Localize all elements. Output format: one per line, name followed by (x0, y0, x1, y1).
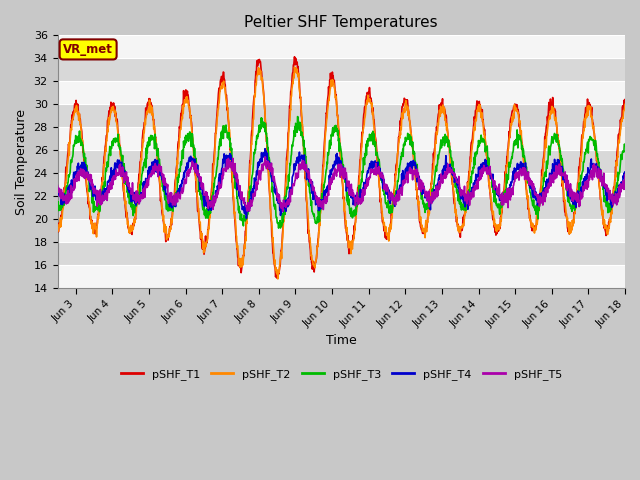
Bar (58, 36, 625, 58)
pSHF_T3 (54, 199, 61, 205)
pSHF_T1 (378, 201, 385, 207)
pSHF_T4 (121, 168, 129, 174)
pSHF_T3 (121, 172, 129, 178)
pSHF_T4 (317, 197, 325, 203)
Title: Peltier SHF Temperatures: Peltier SHF Temperatures (244, 15, 438, 30)
pSHF_T5 (98, 197, 106, 203)
pSHF_T5 (317, 203, 325, 209)
Bar (58, 219, 625, 242)
pSHF_T1 (621, 97, 629, 103)
Bar (58, 242, 625, 265)
Line: pSHF_T5: pSHF_T5 (58, 157, 625, 211)
Bar (58, 265, 625, 288)
pSHF_T2 (295, 84, 303, 90)
pSHF_T2 (317, 202, 325, 207)
pSHF_T5 (279, 208, 287, 214)
pSHF_T3 (317, 204, 325, 210)
Bar (58, 58, 625, 81)
pSHF_T2 (274, 276, 282, 282)
Line: pSHF_T4: pSHF_T4 (58, 149, 625, 218)
pSHF_T3 (295, 120, 303, 126)
pSHF_T3 (378, 178, 385, 183)
pSHF_T4 (98, 200, 106, 206)
pSHF_T2 (121, 192, 129, 197)
pSHF_T5 (121, 178, 129, 183)
pSHF_T2 (621, 102, 629, 108)
Bar (58, 196, 625, 219)
pSHF_T4 (295, 153, 303, 159)
pSHF_T2 (291, 64, 298, 70)
pSHF_T4 (261, 146, 269, 152)
pSHF_T5 (295, 161, 303, 167)
pSHF_T4 (621, 169, 629, 175)
pSHF_T2 (307, 244, 315, 250)
Line: pSHF_T3: pSHF_T3 (58, 117, 625, 228)
pSHF_T5 (307, 177, 315, 182)
Bar (58, 104, 625, 127)
pSHF_T1 (273, 275, 280, 281)
pSHF_T3 (98, 195, 106, 201)
pSHF_T4 (243, 216, 250, 221)
pSHF_T1 (295, 77, 303, 83)
Text: VR_met: VR_met (63, 43, 113, 56)
pSHF_T2 (378, 201, 385, 207)
pSHF_T1 (307, 256, 315, 262)
Legend: pSHF_T1, pSHF_T2, pSHF_T3, pSHF_T4, pSHF_T5: pSHF_T1, pSHF_T2, pSHF_T3, pSHF_T4, pSHF… (116, 364, 566, 384)
pSHF_T4 (307, 183, 315, 189)
pSHF_T5 (54, 182, 61, 188)
pSHF_T3 (621, 143, 629, 148)
pSHF_T5 (262, 154, 269, 160)
pSHF_T1 (54, 228, 61, 234)
Line: pSHF_T2: pSHF_T2 (58, 67, 625, 279)
pSHF_T4 (54, 193, 61, 199)
X-axis label: Time: Time (326, 335, 356, 348)
Bar (58, 173, 625, 196)
pSHF_T5 (378, 172, 385, 178)
pSHF_T1 (317, 200, 325, 206)
pSHF_T3 (275, 225, 282, 231)
Y-axis label: Soil Temperature: Soil Temperature (15, 109, 28, 215)
pSHF_T1 (291, 54, 298, 60)
pSHF_T1 (98, 184, 106, 190)
pSHF_T5 (621, 172, 629, 178)
Bar (58, 150, 625, 173)
pSHF_T2 (54, 227, 61, 233)
Bar (58, 81, 625, 104)
pSHF_T1 (121, 198, 129, 204)
Bar (58, 127, 625, 150)
Line: pSHF_T1: pSHF_T1 (58, 57, 625, 278)
pSHF_T2 (98, 194, 106, 200)
pSHF_T3 (294, 114, 301, 120)
pSHF_T4 (378, 172, 385, 178)
pSHF_T3 (307, 198, 315, 204)
